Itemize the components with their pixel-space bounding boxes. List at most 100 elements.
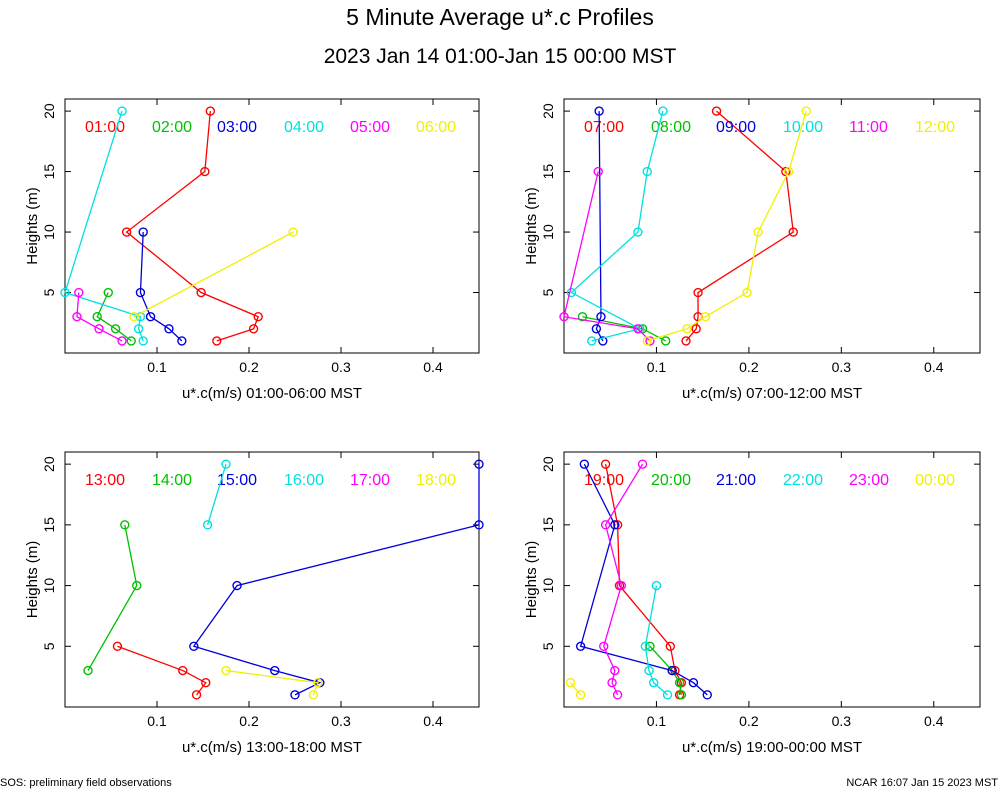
data-point-08:00 [577,312,588,322]
series-line-13:00 [117,645,207,696]
data-point-13:00 [191,690,202,700]
legend-entry-23:00: 23:00 [849,472,889,489]
series-line-21:00 [579,463,708,696]
x-tick-label: 0.4 [423,713,443,729]
legend-entry-05:00: 05:00 [350,119,390,136]
data-point-12:00 [753,227,763,237]
footer-source-note: SOS: preliminary field observations [0,777,172,789]
data-point-11:00 [593,166,603,177]
data-point-10:00 [587,336,597,346]
x-tick-label: 0.4 [423,359,443,375]
data-point-03:00 [164,324,174,334]
legend-entry-03:00: 03:00 [217,119,257,136]
x-tick-label: 0.3 [331,713,351,729]
legend-entry-09:00: 09:00 [716,119,756,136]
data-point-23:00 [637,459,648,469]
data-point-10:00 [642,166,652,177]
data-point-19:00 [665,641,676,651]
x-tick-label: 0.4 [924,713,944,729]
x-tick-label: 0.2 [739,359,759,375]
legend-entry-04:00: 04:00 [284,119,324,136]
data-point-01:00 [212,336,222,346]
data-point-23:00 [612,690,623,700]
legend-entry-16:00: 16:00 [284,472,324,489]
y-tick-label: 20 [41,456,57,472]
data-point-18:00 [313,678,323,688]
y-tick-label: 15 [41,164,57,180]
x-axis-label: u*.c(m/s) 07:00-12:00 MST [682,385,862,402]
y-tick-label: 15 [41,517,57,533]
data-point-10:00 [566,287,577,298]
data-point-20:00 [674,678,685,688]
x-tick-label: 0.3 [331,359,351,375]
data-point-03:00 [177,336,187,346]
y-tick-label: 10 [41,224,57,240]
data-point-21:00 [688,678,699,688]
data-point-16:00 [202,520,213,530]
data-point-18:00 [308,690,319,700]
data-point-07:00 [711,106,722,116]
data-point-11:00 [645,336,655,346]
plot-frame [563,451,981,708]
legend-entry-00:00: 00:00 [915,472,955,489]
series-line-02:00 [96,292,132,342]
data-point-23:00 [599,641,609,651]
legend-entry-06:00: 06:00 [416,119,456,136]
data-point-16:00 [221,459,231,469]
legend-entry-18:00: 18:00 [416,472,456,489]
x-axis-label: u*.c(m/s) 19:00-00:00 MST [682,739,862,756]
data-point-07:00 [788,227,798,237]
data-point-22:00 [644,665,654,676]
x-axis-label: u*.c(m/s) 01:00-06:00 MST [182,385,362,402]
data-point-12:00 [682,324,692,334]
data-point-23:00 [616,580,627,591]
x-axis-label: u*.c(m/s) 13:00-18:00 MST [182,739,362,756]
series-line-23:00 [603,463,644,696]
data-point-15:00 [474,520,484,530]
data-point-08:00 [660,336,671,346]
data-point-01:00 [200,166,210,177]
series-line-14:00 [87,524,138,671]
legend-entry-14:00: 14:00 [152,472,192,489]
data-point-02:00 [126,336,136,346]
data-point-23:00 [610,665,620,676]
data-point-23:00 [600,520,611,530]
data-point-07:00 [681,336,691,346]
y-tick-label: 5 [41,288,57,296]
data-point-05:00 [74,287,84,298]
data-point-12:00 [642,336,652,346]
data-point-02:00 [110,324,121,334]
y-axis-label: Heights (m) [24,541,41,619]
data-point-01:00 [196,287,206,298]
legend-entry-20:00: 20:00 [651,472,691,489]
y-axis-label: Heights (m) [523,187,540,265]
data-point-07:00 [781,166,791,177]
x-tick-label: 0.2 [739,713,759,729]
legend-entry-17:00: 17:00 [350,472,390,489]
data-point-01:00 [121,227,132,237]
data-point-05:00 [72,312,82,322]
y-tick-label: 10 [540,578,556,594]
data-point-14:00 [83,665,93,676]
plot-frame [64,451,480,708]
series-line-05:00 [76,292,123,342]
series-line-11:00 [563,171,651,342]
x-tick-label: 0.1 [147,359,167,375]
data-point-15:00 [270,665,280,676]
chart-subtitle: 2023 Jan 14 01:00-Jan 15 00:00 MST [323,45,677,68]
data-point-04:00 [133,324,144,334]
y-tick-label: 20 [540,456,556,472]
series-line-20:00 [649,645,683,695]
data-point-19:00 [600,459,611,469]
y-tick-label: 5 [41,642,57,650]
data-point-15:00 [290,690,300,700]
data-point-10:00 [633,227,643,237]
series-line-15:00 [192,464,480,696]
series-line-06:00 [133,231,294,318]
data-point-15:00 [232,580,242,591]
data-point-15:00 [474,459,484,469]
legend-entry-08:00: 08:00 [651,119,691,136]
y-tick-label: 20 [41,103,57,119]
y-tick-label: 5 [540,642,556,650]
